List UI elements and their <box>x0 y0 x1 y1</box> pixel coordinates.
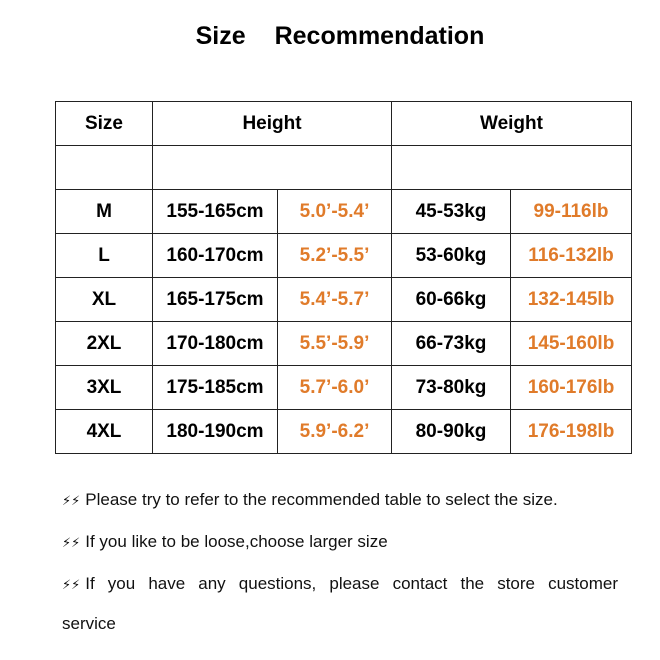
lightning-bolt-icon: ⚡⚡ <box>62 493 81 508</box>
note-item: ⚡⚡ If you have any questions, please cont… <box>62 572 618 614</box>
empty-cell <box>391 145 632 190</box>
page-title: Size Recommendation <box>195 22 485 50</box>
cell-ft: 5.2’-5.5’ <box>277 233 392 278</box>
notes: ⚡⚡ Please try to refer to the recommended… <box>62 488 618 614</box>
note-text: Please try to refer to the recommended t… <box>85 490 558 509</box>
header-size: Size <box>55 101 153 146</box>
cell-size: 2XL <box>55 321 153 366</box>
table-header-row: Size Height Weight <box>55 101 632 146</box>
table-row: XL 165-175cm 5.4’-5.7’ 60-66kg 132-145lb <box>55 277 632 322</box>
note-text: If you have any questions, please contac… <box>85 574 618 593</box>
cell-cm: 165-175cm <box>152 277 278 322</box>
cell-ft: 5.9’-6.2’ <box>277 409 392 454</box>
note-item: ⚡⚡ If you like to be loose,choose larger … <box>62 530 618 572</box>
table-row: 3XL 175-185cm 5.7’-6.0’ 73-80kg 160-176lb <box>55 365 632 410</box>
cell-cm: 160-170cm <box>152 233 278 278</box>
header-weight: Weight <box>391 101 632 146</box>
table-row: 2XL 170-180cm 5.5’-5.9’ 66-73kg 145-160lb <box>55 321 632 366</box>
cell-kg: 66-73kg <box>391 321 511 366</box>
cell-kg: 45-53kg <box>391 189 511 234</box>
cell-cm: 175-185cm <box>152 365 278 410</box>
cell-lb: 145-160lb <box>510 321 632 366</box>
empty-cell <box>152 145 392 190</box>
size-table: Size Height Weight M 155-165cm 5.0’-5.4’ 45… <box>55 101 632 454</box>
note-item: ⚡⚡ Please try to refer to the recommended… <box>62 488 618 530</box>
cell-lb: 116-132lb <box>510 233 632 278</box>
header-height: Height <box>152 101 392 146</box>
note-continuation: service <box>62 614 116 633</box>
cell-ft: 5.0’-5.4’ <box>277 189 392 234</box>
cell-size: M <box>55 189 153 234</box>
lightning-bolt-icon: ⚡⚡ <box>62 577 81 592</box>
cell-kg: 73-80kg <box>391 365 511 410</box>
lightning-bolt-icon: ⚡⚡ <box>62 535 81 550</box>
cell-kg: 80-90kg <box>391 409 511 454</box>
cell-kg: 53-60kg <box>391 233 511 278</box>
cell-kg: 60-66kg <box>391 277 511 322</box>
cell-size: 4XL <box>55 409 153 454</box>
cell-cm: 180-190cm <box>152 409 278 454</box>
cell-ft: 5.4’-5.7’ <box>277 277 392 322</box>
cell-ft: 5.5’-5.9’ <box>277 321 392 366</box>
cell-cm: 155-165cm <box>152 189 278 234</box>
cell-lb: 99-116lb <box>510 189 632 234</box>
cell-lb: 132-145lb <box>510 277 632 322</box>
cell-size: L <box>55 233 153 278</box>
cell-size: 3XL <box>55 365 153 410</box>
cell-lb: 160-176lb <box>510 365 632 410</box>
note-text: If you like to be loose,choose larger si… <box>85 532 388 551</box>
table-row: 4XL 180-190cm 5.9’-6.2’ 80-90kg 176-198lb <box>55 409 632 454</box>
cell-ft: 5.7’-6.0’ <box>277 365 392 410</box>
table-empty-row <box>55 145 632 190</box>
cell-size: XL <box>55 277 153 322</box>
empty-cell <box>55 145 153 190</box>
cell-cm: 170-180cm <box>152 321 278 366</box>
table-row: L 160-170cm 5.2’-5.5’ 53-60kg 116-132lb <box>55 233 632 278</box>
cell-lb: 176-198lb <box>510 409 632 454</box>
table-row: M 155-165cm 5.0’-5.4’ 45-53kg 99-116lb <box>55 189 632 234</box>
